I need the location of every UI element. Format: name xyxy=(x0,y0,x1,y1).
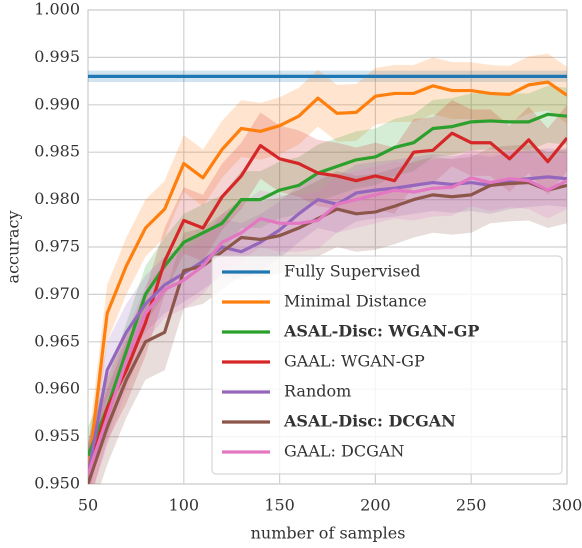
x-tick-label: 300 xyxy=(552,496,582,515)
y-tick-label: 0.980 xyxy=(34,189,80,208)
error-band xyxy=(88,85,567,484)
series-line xyxy=(88,176,567,476)
legend-label: GAAL: WGAN-GP xyxy=(284,352,425,371)
y-tick-label: 0.970 xyxy=(34,284,80,303)
legend-label: Random xyxy=(284,382,351,401)
series-line xyxy=(88,175,567,475)
y-tick-label: 0.960 xyxy=(34,379,80,398)
plot-area xyxy=(88,53,567,484)
legend-label: GAAL: DCGAN xyxy=(284,442,404,461)
x-tick-label: 200 xyxy=(360,496,391,515)
series-line xyxy=(88,131,567,475)
legend-label: Fully Supervised xyxy=(284,262,420,281)
x-tick-label: 250 xyxy=(456,496,487,515)
x-tick-label: 150 xyxy=(264,496,295,515)
x-axis-label: number of samples xyxy=(251,524,406,543)
x-tick-label: 100 xyxy=(169,496,200,515)
error-band xyxy=(88,100,567,484)
legend-box xyxy=(211,255,563,475)
series-line xyxy=(88,112,567,457)
error-band xyxy=(88,148,567,484)
legend-label: ASAL-Disc: DCGAN xyxy=(283,412,456,431)
x-tick-label: 50 xyxy=(78,496,98,515)
y-tick-label: 0.965 xyxy=(34,331,80,350)
y-tick-label: 0.990 xyxy=(34,94,80,113)
y-tick-label: 0.995 xyxy=(34,47,80,66)
error-band xyxy=(88,149,567,484)
y-tick-label: 0.975 xyxy=(34,237,80,256)
legend-label: ASAL-Disc: WGAN-GP xyxy=(283,322,479,341)
series-line xyxy=(88,80,567,475)
legend: Fully Supervised Minimal Distance ASAL-Dis… xyxy=(211,255,563,475)
y-tick-label: 0.985 xyxy=(34,142,80,161)
y-axis-label: accuracy xyxy=(4,211,23,284)
error-band xyxy=(88,53,567,484)
legend-label: Minimal Distance xyxy=(284,292,427,311)
plot-frame xyxy=(87,9,568,485)
y-tick-label: 0.950 xyxy=(34,474,80,493)
y-tick-label: 1.000 xyxy=(34,0,80,19)
y-tick-label: 0.955 xyxy=(34,426,80,445)
